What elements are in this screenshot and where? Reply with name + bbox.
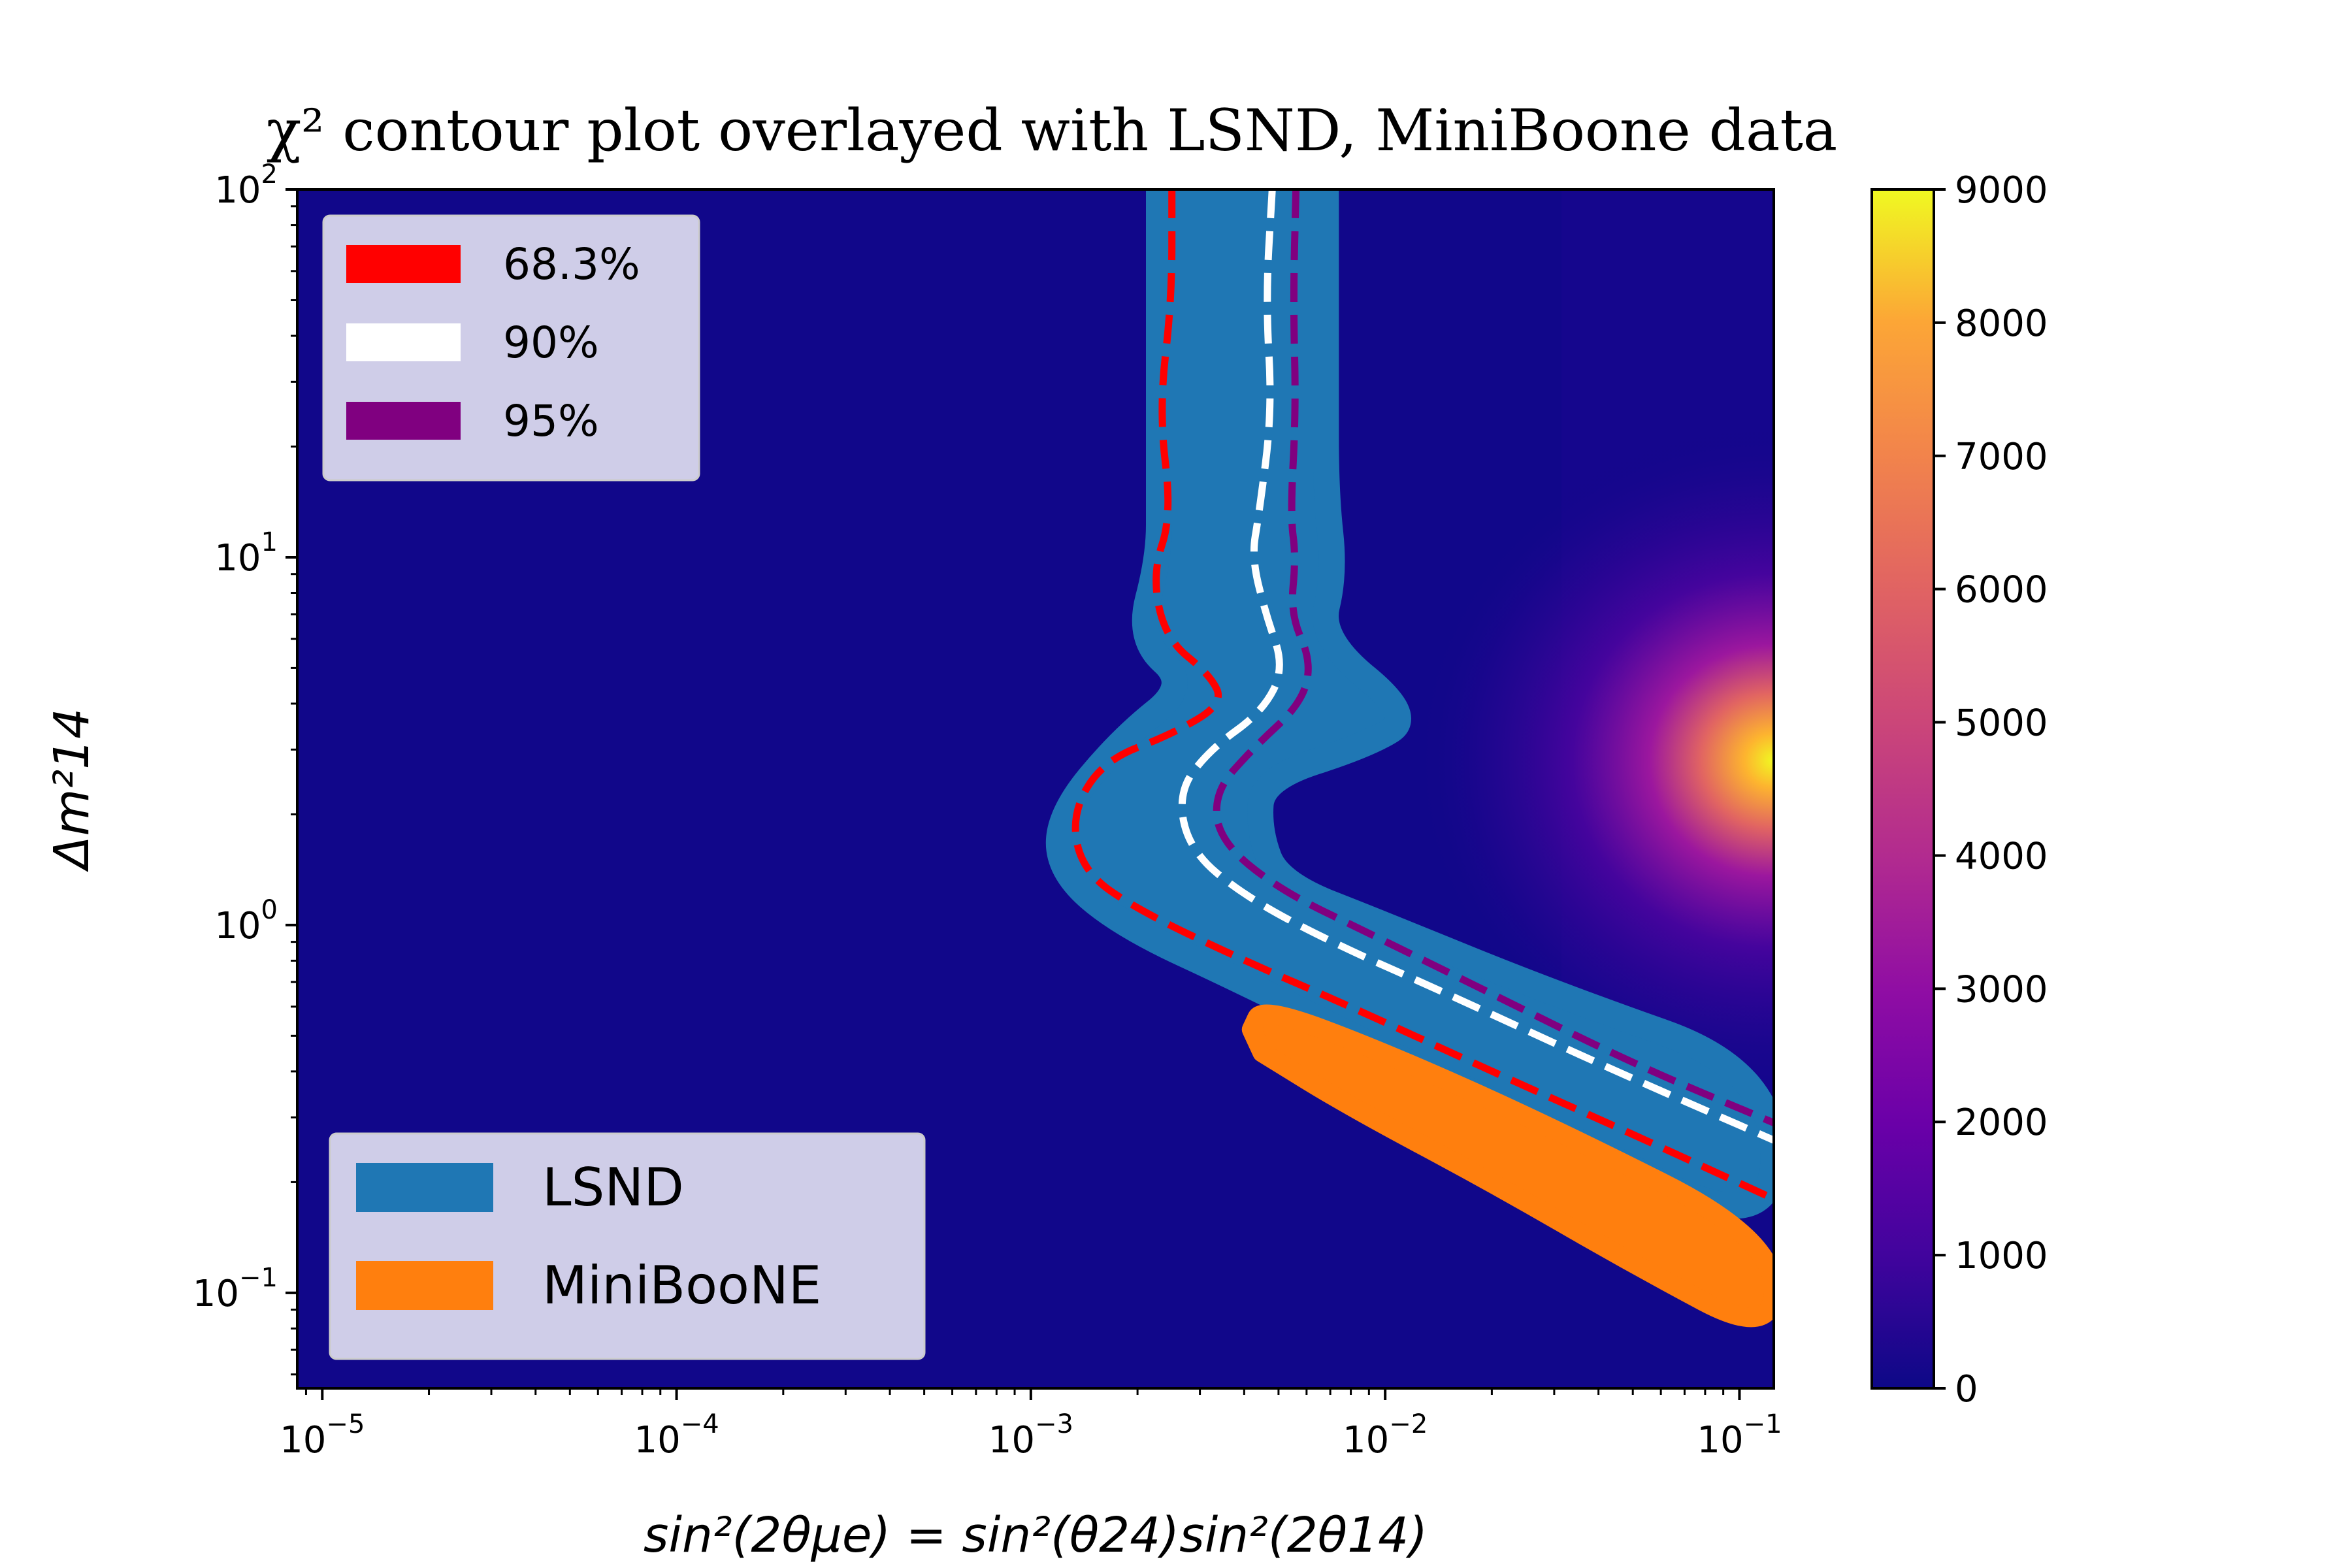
colorbar-tick-label: 3000	[1955, 968, 2048, 1011]
contour-legend-label-68: 68.3%	[503, 239, 640, 289]
y-tick-base: 10	[214, 537, 261, 580]
colorbar-tick-label: 2000	[1955, 1102, 2048, 1144]
y-tick-base: 10	[214, 169, 261, 212]
contour-legend-swatch-68	[346, 245, 461, 283]
x-tick-exp: −5	[326, 1409, 365, 1439]
x-axis-label-text: sin²(2θμe) = sin²(θ24)sin²(2θ14)	[644, 1507, 1428, 1563]
contour-legend-label-90: 90%	[503, 318, 599, 368]
x-tick-exp: −3	[1035, 1409, 1073, 1439]
colorbar-tick-label: 8000	[1955, 302, 2048, 345]
colorbar: 0 1000 2000 3000 4000 5000 6000 7000 8000 9000	[1870, 169, 2048, 1411]
x-tick-label: 10−4	[634, 1409, 719, 1462]
contour-legend: 68.3% 90% 95%	[322, 214, 700, 482]
x-tick-exp: −4	[681, 1409, 719, 1439]
colorbar-tick-label: 9000	[1955, 169, 2048, 212]
contour-68-line	[1071, 189, 1774, 1203]
colorbar-tick-label: 6000	[1955, 569, 2048, 612]
x-tick-exp: −2	[1389, 1409, 1428, 1439]
y-tick-label: 101	[214, 527, 278, 580]
colorbar-tick-label: 5000	[1955, 702, 2048, 745]
x-tick-label: 10−5	[280, 1409, 365, 1462]
colorbar-tick-label: 4000	[1955, 835, 2048, 877]
y-tick-base: 10	[214, 905, 261, 947]
y-tick-exp: 0	[261, 895, 278, 925]
chart-title: χ² contour plot overlayed with LSND, Min…	[267, 97, 1838, 164]
x-tick-base: 10	[1697, 1419, 1743, 1462]
y-tick-label: 102	[214, 159, 278, 212]
x-tick-base: 10	[1343, 1419, 1389, 1462]
heatmap-hotspot	[1408, 421, 1774, 1101]
contour-legend-swatch-95	[346, 402, 461, 440]
region-legend-label-lsnd: LSND	[542, 1157, 684, 1218]
contour-legend-swatch-90	[346, 323, 461, 361]
colorbar-tick-label: 7000	[1955, 436, 2048, 478]
contour-legend-label-95: 95%	[503, 396, 599, 446]
contour-90-line	[1178, 189, 1774, 1144]
x-axis: 10−5 10−4 10−3 10−2 10−1	[280, 1388, 1782, 1462]
y-tick-label: 100	[214, 895, 278, 947]
x-tick-base: 10	[280, 1419, 326, 1462]
plot-frame	[296, 188, 1775, 1390]
x-tick-label: 10−3	[988, 1409, 1073, 1462]
x-tick-label: 10−1	[1697, 1409, 1782, 1462]
region-legend-swatch-miniboone	[356, 1261, 493, 1310]
y-axis-label: Δm²14	[44, 708, 100, 873]
contour-95-line	[1213, 189, 1774, 1126]
miniboone-region	[1241, 1004, 1774, 1328]
x-axis-label: sin²(2θμe) = sin²(θ24)sin²(2θ14)	[644, 1507, 1428, 1563]
colorbar-gradient	[1870, 188, 1935, 1390]
x-tick-label: 10−2	[1343, 1409, 1428, 1462]
region-legend-label-miniboone: MiniBooNE	[542, 1255, 821, 1316]
region-legend-swatch-lsnd	[356, 1163, 493, 1212]
region-legend: LSND MiniBooNE	[329, 1132, 926, 1360]
x-tick-base: 10	[988, 1419, 1035, 1462]
x-tick-exp: −1	[1744, 1409, 1782, 1439]
colorbar-tick-label: 1000	[1955, 1235, 2048, 1277]
x-tick-base: 10	[634, 1419, 680, 1462]
y-tick-base: 10	[193, 1273, 239, 1315]
y-tick-label: 10−1	[193, 1263, 278, 1315]
y-tick-exp: 1	[261, 527, 278, 557]
y-tick-exp: 2	[261, 159, 278, 189]
colorbar-tick-label: 0	[1955, 1368, 1978, 1411]
y-tick-exp: −1	[239, 1263, 278, 1293]
